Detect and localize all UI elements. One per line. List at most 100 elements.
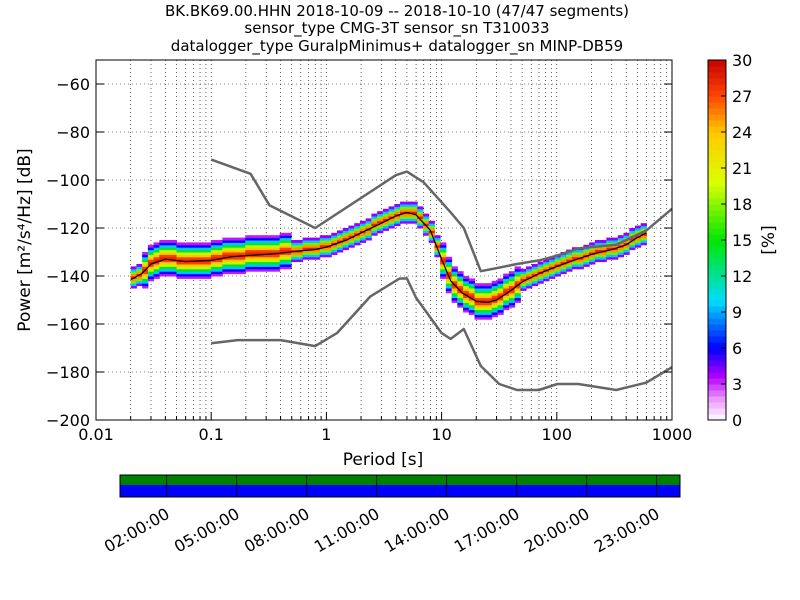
heatmap-cell <box>216 256 223 260</box>
heatmap-cell <box>549 276 556 279</box>
heatmap-cell <box>388 218 395 222</box>
heatmap-cell <box>468 280 476 284</box>
heatmap-cell <box>474 292 481 296</box>
heatmap-cell <box>262 256 269 260</box>
heatmap-cell <box>273 259 281 263</box>
heatmap-cell <box>514 290 521 294</box>
colorbar-segment <box>708 414 726 421</box>
heatmap-cell <box>336 237 344 241</box>
heatmap-cell <box>285 259 292 263</box>
heatmap-cell <box>142 283 149 287</box>
heatmap-cell <box>508 297 516 301</box>
heatmap-cell <box>434 242 441 246</box>
heatmap-cell <box>457 288 464 291</box>
heatmap-cell <box>354 237 361 241</box>
heatmap-cell <box>623 232 630 236</box>
heatmap-cell <box>273 247 281 251</box>
heatmap-cell <box>348 230 355 234</box>
heatmap-cell <box>589 242 596 246</box>
heatmap-cell <box>182 266 189 270</box>
heatmap-cell <box>159 254 166 258</box>
heatmap-cell <box>629 247 636 251</box>
heatmap-cell <box>474 309 481 313</box>
heatmap-cell <box>503 283 510 287</box>
heatmap-cell <box>617 247 625 251</box>
heatmap-cell <box>165 254 172 258</box>
heatmap-cell <box>302 256 309 260</box>
heatmap-cell <box>503 288 510 291</box>
heatmap-cell <box>256 240 263 243</box>
heatmap-cell <box>228 237 235 241</box>
mean-psd-line <box>130 211 647 303</box>
heatmap-cell <box>606 240 613 243</box>
colorbar-segment <box>708 342 726 349</box>
heatmap-cell <box>182 252 189 255</box>
heatmap-cell <box>296 259 304 263</box>
heatmap-cell <box>170 244 178 248</box>
heatmap-cell <box>405 220 412 224</box>
heatmap-cell <box>165 256 172 260</box>
heatmap-cell <box>142 264 149 267</box>
heatmap-cell <box>394 211 401 215</box>
heatmap-cell <box>571 266 579 270</box>
heatmap-cell <box>239 252 246 255</box>
heatmap-cell <box>434 240 441 243</box>
heatmap-cell <box>205 242 212 246</box>
heatmap-cell <box>142 278 149 282</box>
heatmap-cell <box>153 273 160 277</box>
colorbar-segment <box>708 120 726 127</box>
heatmap-cell <box>285 264 292 267</box>
heatmap-cell <box>468 307 476 311</box>
plot-area <box>96 60 672 420</box>
heatmap-cell <box>503 273 510 277</box>
heatmap-cell <box>308 252 315 255</box>
heatmap-cell <box>629 230 636 234</box>
heatmap-cell <box>256 247 263 251</box>
heatmap-cell <box>147 266 155 270</box>
heatmap-cell <box>251 256 258 260</box>
heatmap-cell <box>331 249 338 253</box>
heatmap-cell <box>485 295 493 299</box>
heatmap-cell <box>273 249 281 253</box>
heatmap-cell <box>308 244 315 248</box>
heatmap-cell <box>210 266 218 270</box>
heatmap-cell <box>176 244 183 248</box>
heatmap-cell <box>233 242 241 246</box>
colorbar-segment <box>708 144 726 151</box>
heatmap-cell <box>359 225 367 229</box>
heatmap-cell <box>382 211 390 215</box>
heatmap-cell <box>491 312 498 315</box>
heatmap-cell <box>537 268 544 272</box>
heatmap-cell <box>589 261 596 265</box>
heatmap-cell <box>170 261 178 265</box>
heatmap-cell <box>210 240 218 243</box>
heatmap-cell <box>365 230 372 234</box>
heatmap-cell <box>216 266 223 270</box>
heatmap-cell <box>199 254 206 258</box>
heatmap-cell <box>400 220 407 224</box>
heatmap-cell <box>629 244 636 248</box>
heatmap-cell <box>291 259 298 263</box>
heatmap-cell <box>405 213 412 217</box>
heatmap-cell <box>251 249 258 253</box>
colorbar-segment <box>708 156 726 163</box>
chart-title-line-1: BK.BK69.00.HHN 2018-10-09 -- 2018-10-10 … <box>165 2 629 20</box>
heatmap-cell <box>468 292 476 296</box>
colorbar-segment <box>708 372 726 379</box>
heatmap-cell <box>291 242 298 246</box>
heatmap-cell <box>560 261 567 265</box>
heatmap-cell <box>388 208 395 212</box>
colorbar-segment <box>708 114 726 121</box>
colorbar-segment <box>708 390 726 397</box>
heatmap-cell <box>262 242 269 246</box>
heatmap-cell <box>268 259 275 263</box>
heatmap-cell <box>285 261 292 265</box>
heatmap-cell <box>176 247 183 251</box>
heatmap-cell <box>348 237 355 241</box>
time-coverage-bar <box>119 474 681 498</box>
heatmap-cell <box>176 264 183 267</box>
heatmap-cell <box>428 220 435 224</box>
heatmap-cell <box>193 244 200 248</box>
colorbar-tick-label: 18 <box>732 195 752 214</box>
y-tick-label: −180 <box>46 363 90 382</box>
